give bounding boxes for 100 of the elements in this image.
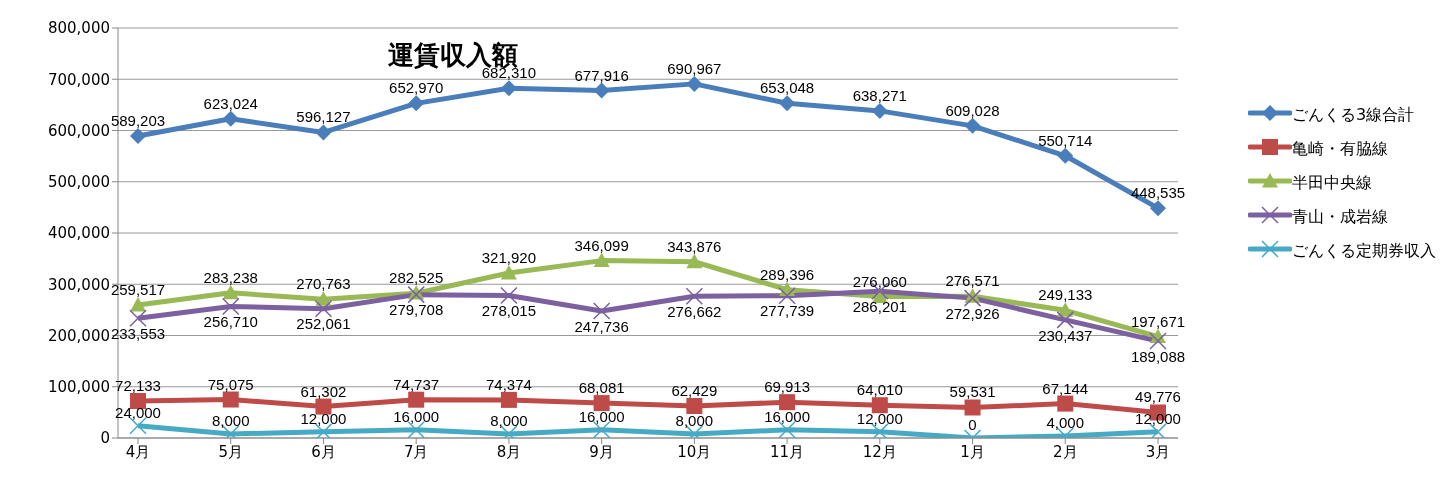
point xyxy=(129,309,147,328)
data-label: 230,437 xyxy=(1038,326,1093,344)
point xyxy=(592,302,611,320)
legend-label: ごんくる3線合計 xyxy=(1292,104,1415,126)
data-label: 249,133 xyxy=(1038,286,1093,304)
data-label: 448,535 xyxy=(1130,184,1186,202)
data-label: 49,776 xyxy=(1135,388,1181,406)
point xyxy=(686,398,703,415)
x-tick-label: 4月 xyxy=(125,442,151,461)
y-tick-label: 500,000 xyxy=(47,173,110,192)
data-label: 59,531 xyxy=(949,383,996,401)
data-label: 16,000 xyxy=(764,407,811,425)
point xyxy=(500,265,517,280)
data-label: 75,075 xyxy=(207,375,254,393)
point xyxy=(222,284,239,300)
point xyxy=(500,80,517,97)
point xyxy=(407,285,425,304)
point xyxy=(315,124,332,141)
data-label: 589,203 xyxy=(110,112,166,130)
data-label: 62,429 xyxy=(671,382,718,400)
y-tick-label: 100,000 xyxy=(47,378,110,397)
point xyxy=(314,300,333,318)
point xyxy=(1149,332,1167,350)
y-tick-label: 200,000 xyxy=(47,326,110,345)
data-label: 61,302 xyxy=(300,382,347,400)
y-tick-label: 800,000 xyxy=(47,19,110,38)
data-label: 343,876 xyxy=(667,237,722,255)
point xyxy=(1057,395,1074,412)
data-label: 550,714 xyxy=(1038,131,1093,149)
point xyxy=(963,289,982,307)
point xyxy=(871,397,888,414)
point xyxy=(964,117,981,134)
point xyxy=(222,110,239,127)
data-label: 282,525 xyxy=(389,269,444,287)
legend-label: 青山・成岩線 xyxy=(1292,206,1388,228)
x-tick-label: 6月 xyxy=(311,442,336,461)
data-label: 286,201 xyxy=(852,297,907,315)
data-label: 276,662 xyxy=(667,302,722,320)
x-tick-label: 3月 xyxy=(1145,442,1171,461)
y-tick-label: 0 xyxy=(100,429,110,448)
point xyxy=(686,75,703,92)
x-tick-label: 11月 xyxy=(770,442,805,461)
point xyxy=(779,394,796,411)
data-label: 346,099 xyxy=(574,236,629,254)
data-label: 197,671 xyxy=(1130,312,1186,330)
data-label: 638,271 xyxy=(852,86,907,104)
data-label: 609,028 xyxy=(945,101,1000,119)
x-tick-label: 1月 xyxy=(960,442,985,461)
point xyxy=(593,82,610,99)
data-label: 276,060 xyxy=(852,272,907,290)
data-label: 74,737 xyxy=(393,375,440,393)
data-label: 270,763 xyxy=(296,275,351,293)
x-tick-label: 2月 xyxy=(1053,442,1078,461)
y-tick-label: 400,000 xyxy=(47,224,110,243)
point xyxy=(408,391,425,408)
point xyxy=(408,95,425,112)
point xyxy=(1056,311,1075,329)
data-label: 247,736 xyxy=(574,317,629,335)
point xyxy=(779,95,796,112)
point xyxy=(778,286,796,305)
data-label: 8,000 xyxy=(675,411,714,429)
data-label: 12,000 xyxy=(300,409,347,427)
point xyxy=(593,252,610,268)
point xyxy=(500,286,518,305)
data-label: 68,081 xyxy=(578,379,625,397)
data-label: 256,710 xyxy=(203,313,258,331)
data-label: 12,000 xyxy=(1135,409,1181,427)
point xyxy=(685,287,704,305)
y-tick-label: 300,000 xyxy=(47,275,110,294)
data-label: 596,127 xyxy=(296,108,351,126)
data-label: 283,238 xyxy=(203,268,258,286)
x-tick-label: 10月 xyxy=(677,442,712,461)
legend-label: ごんくる定期券収入 xyxy=(1292,240,1436,262)
point xyxy=(686,253,703,269)
y-tick-label: 600,000 xyxy=(47,121,110,140)
data-label: 276,571 xyxy=(945,272,1000,290)
data-label: 278,015 xyxy=(481,302,537,320)
data-label: 690,967 xyxy=(667,59,722,77)
point xyxy=(1150,200,1166,217)
point xyxy=(222,391,239,408)
point xyxy=(130,297,146,312)
data-label: 0 xyxy=(968,416,977,433)
point xyxy=(593,395,610,412)
data-label: 233,553 xyxy=(110,324,166,342)
legend-label: 亀崎・有脇線 xyxy=(1292,138,1388,160)
point xyxy=(1057,147,1074,164)
data-label: 72,133 xyxy=(115,377,161,395)
x-tick-label: 5月 xyxy=(218,442,243,461)
x-tick-label: 7月 xyxy=(403,442,429,461)
point xyxy=(964,399,981,416)
data-label: 189,088 xyxy=(1130,347,1186,365)
data-label: 4,000 xyxy=(1046,413,1085,431)
legend-label: 半田中央線 xyxy=(1292,172,1372,194)
point xyxy=(500,391,517,408)
x-tick-label: 12月 xyxy=(862,442,897,461)
point xyxy=(130,128,146,145)
y-tick-label: 700,000 xyxy=(47,70,110,89)
x-tick-label: 8月 xyxy=(496,442,522,461)
data-label: 69,913 xyxy=(764,378,811,396)
data-label: 8,000 xyxy=(490,411,528,429)
